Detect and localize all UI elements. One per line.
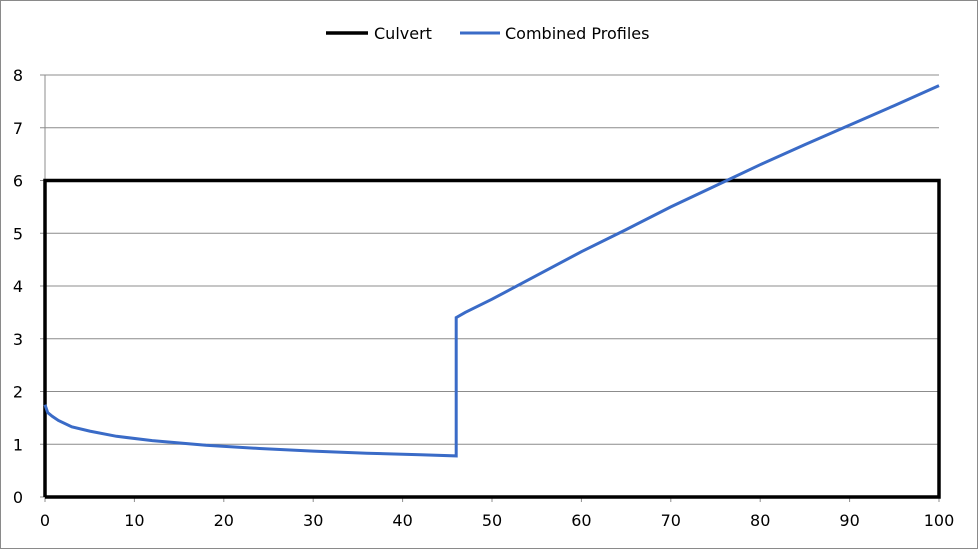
x-tick-labels: 0 10 20 30 40 50 60 70 80 90 100 (40, 511, 954, 530)
x-tick-label: 100 (924, 511, 955, 530)
y-tick-label: 4 (13, 277, 23, 296)
series-line-combined-profiles (43, 84, 940, 458)
x-tick-label: 30 (303, 511, 323, 530)
x-tick-label: 70 (661, 511, 681, 530)
y-tick-label: 6 (13, 172, 23, 191)
y-tick-labels: 0 1 2 3 4 5 6 7 8 (13, 66, 23, 507)
series-line-culvert (43, 178, 941, 499)
x-tick-label: 80 (750, 511, 770, 530)
series-layer (43, 84, 941, 499)
x-tick-label: 90 (839, 511, 859, 530)
x-tick-label: 60 (571, 511, 591, 530)
legend-label-culvert: Culvert (374, 24, 432, 43)
y-tick-label: 8 (13, 66, 23, 85)
x-tick-label: 10 (124, 511, 144, 530)
y-tick-label: 5 (13, 224, 23, 243)
legend: Culvert Combined Profiles (326, 24, 649, 43)
y-tick-label: 0 (13, 488, 23, 507)
x-tick-label: 50 (482, 511, 502, 530)
x-tick-label: 40 (392, 511, 412, 530)
gridlines (45, 74, 939, 445)
y-tick-label: 1 (13, 435, 23, 454)
axes (40, 74, 940, 502)
y-tick-label: 7 (13, 119, 23, 138)
legend-label-combined-profiles: Combined Profiles (505, 24, 649, 43)
x-tick-label: 0 (40, 511, 50, 530)
x-tick-label: 20 (214, 511, 234, 530)
y-tick-label: 2 (13, 383, 23, 402)
y-tick-label: 3 (13, 330, 23, 349)
